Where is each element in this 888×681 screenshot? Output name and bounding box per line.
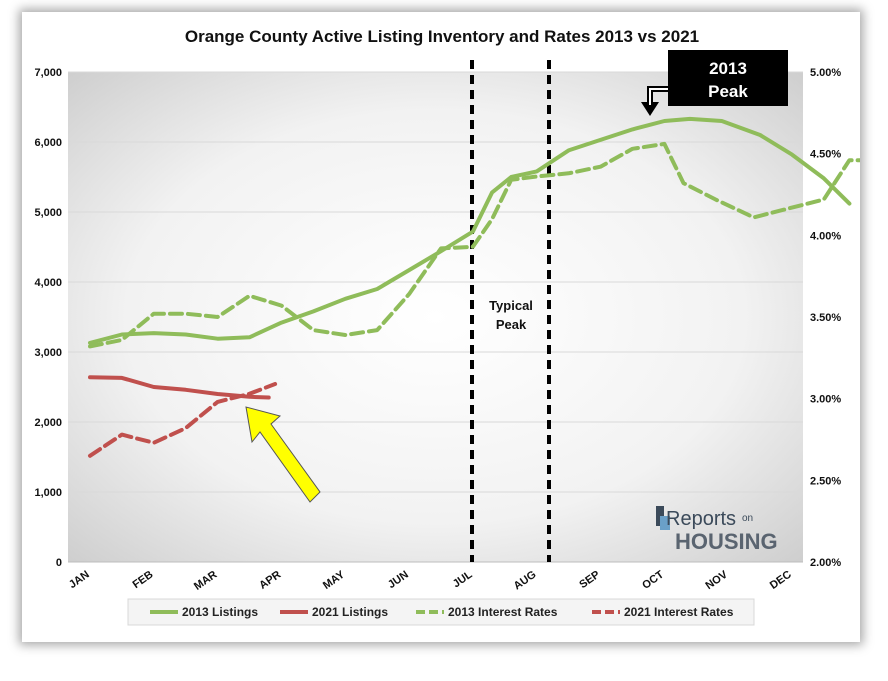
y-left-tick-label: 6,000	[34, 137, 62, 149]
y-left-tick-label: 3,000	[34, 347, 62, 359]
y-right-tick-label: 4.50%	[810, 149, 841, 161]
x-tick-label: NOV	[703, 568, 730, 592]
peak-box	[668, 50, 788, 106]
typical-peak-label: Typical	[489, 298, 533, 313]
chart-svg: Orange County Active Listing Inventory a…	[34, 27, 860, 626]
peak-arrow-head	[641, 102, 659, 116]
x-tick-label: JAN	[67, 569, 92, 591]
y-right-tick-label: 4.00%	[810, 230, 841, 242]
series-line-2013-listings	[88, 116, 852, 345]
x-tick-label: JUL	[451, 568, 475, 590]
x-tick-label: JUN	[386, 569, 411, 591]
plot-background	[68, 72, 803, 562]
legend-label: 2021 Listings	[312, 605, 388, 619]
y-right-tick-label: 3.00%	[810, 394, 841, 406]
legend-label: 2013 Interest Rates	[448, 605, 558, 619]
series-line-2013-interest-rates	[88, 141, 860, 349]
peak-label-2: Peak	[708, 82, 748, 101]
peak-label: 2013	[709, 59, 747, 78]
x-tick-label: AUG	[512, 569, 539, 593]
series-group	[88, 116, 860, 458]
peak-arrow-inner	[649, 88, 668, 105]
y-axis-right: 2.00% 2.50% 3.00% 3.50% 4.00% 4.50% 5.00%	[810, 67, 841, 569]
chart-frame: Orange County Active Listing Inventory a…	[22, 12, 860, 642]
x-tick-label: SEP	[577, 569, 602, 591]
y-left-tick-label: 1,000	[34, 487, 62, 499]
legend: 2013 Listings 2021 Listings 2013 Interest …	[150, 605, 734, 619]
y-right-tick-label: 2.00%	[810, 557, 841, 569]
reports-on-housing-logo: Reports on HOUSING	[656, 506, 778, 554]
x-tick-label: FEB	[131, 569, 156, 591]
y-right-tick-label: 3.50%	[810, 312, 841, 324]
y-axis-left: 0 1,000 2,000 3,000 4,000 5,000 6,000 7,000	[34, 67, 62, 569]
legend-box	[127, 598, 755, 626]
legend-label: 2021 Interest Rates	[624, 605, 734, 619]
svg-text:on: on	[742, 513, 753, 524]
series-line-2021-interest-rates	[88, 382, 278, 458]
x-tick-label: APR	[257, 569, 283, 592]
x-axis: JAN FEB MAR APR MAY JUN JUL AUG SEP OCT NOV DEC	[67, 561, 803, 593]
x-tick-label: MAY	[321, 568, 348, 592]
x-tick-label: DEC	[768, 569, 794, 592]
y-left-tick-label: 5,000	[34, 207, 62, 219]
yellow-arrow-icon	[245, 406, 321, 503]
x-tick-label: OCT	[640, 568, 666, 591]
y-right-tick-label: 2.50%	[810, 475, 841, 487]
y-left-tick-label: 0	[56, 557, 62, 569]
y-left-tick-label: 7,000	[34, 67, 62, 79]
y-right-tick-label: 5.00%	[810, 67, 841, 79]
y-left-tick-label: 4,000	[34, 277, 62, 289]
y-left-tick-label: 2,000	[34, 417, 62, 429]
legend-label: 2013 Listings	[182, 605, 258, 619]
typical-peak-label-2: Peak	[496, 317, 527, 332]
series-line-2021-listings	[88, 375, 271, 400]
chart-title: Orange County Active Listing Inventory a…	[185, 27, 699, 46]
svg-text:Reports: Reports	[666, 508, 736, 530]
svg-text:HOUSING: HOUSING	[675, 529, 778, 554]
x-tick-label: MAR	[192, 569, 219, 593]
